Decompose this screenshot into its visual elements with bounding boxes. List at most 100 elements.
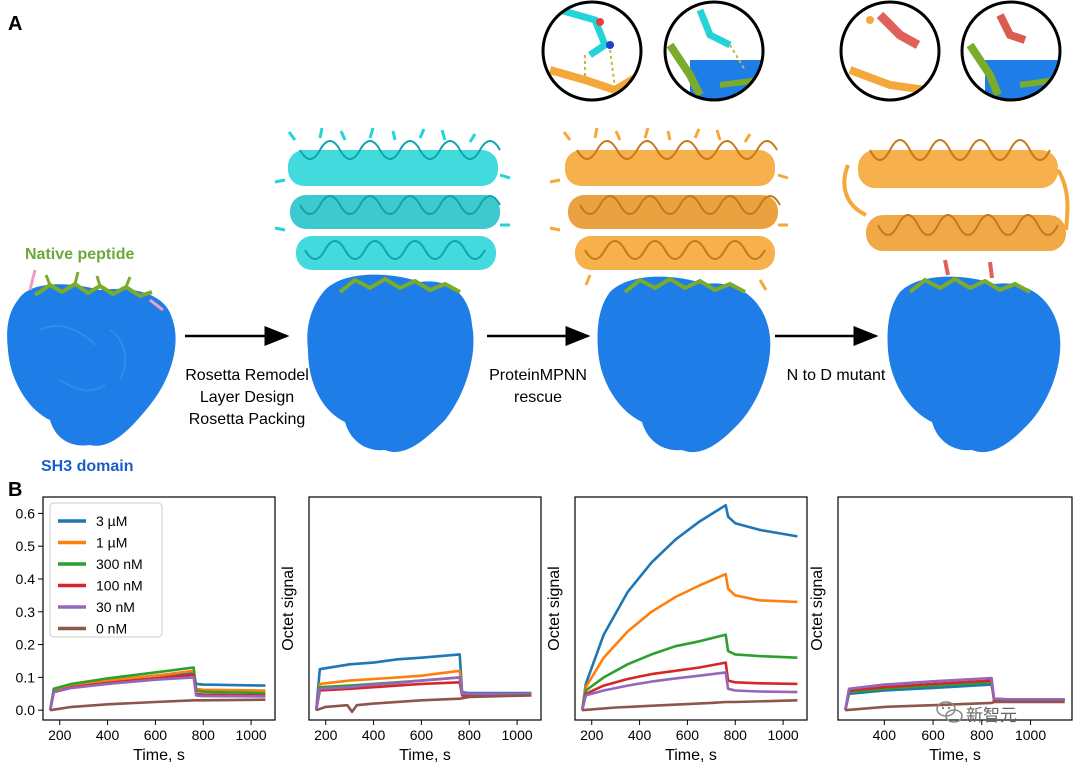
y-tick-label: 0.2 — [16, 637, 36, 653]
legend-entry: 30 nM — [96, 599, 135, 615]
legend: 3 µM 1 µM 300 nM 100 nM 30 nM 0 nM — [49, 502, 163, 638]
y-axis-label: Octet signal — [809, 566, 826, 650]
x-axis-label: Time, s — [399, 747, 451, 764]
y-tick-label: 0.6 — [16, 505, 36, 521]
legend-entry: 300 nM — [96, 556, 143, 572]
native-peptide-icon — [33, 282, 153, 298]
legend-entry: 0 nM — [96, 621, 127, 637]
plot-frame — [308, 496, 542, 721]
x-tick-label: 600 — [676, 727, 700, 743]
series-line-0-nM — [582, 699, 798, 712]
x-tick-label: 400 — [362, 727, 386, 743]
legend-entry: 1 µM — [96, 535, 127, 551]
series-line-30-nM — [48, 676, 266, 711]
step3-label: N to D mutant — [787, 367, 886, 384]
step1-line-2: Layer Design — [200, 389, 294, 406]
x-tick-label: 600 — [144, 727, 168, 743]
octet-chart-4: 400 600 800 1000 Time, s Octet signal — [809, 496, 1073, 764]
x-tick-label: 400 — [96, 727, 120, 743]
x-axis-label: Time, s — [929, 747, 981, 764]
x-tick-label: 600 — [921, 727, 945, 743]
series-line-1-uM — [48, 669, 266, 711]
sh3-domain-label: SH3 domain — [41, 458, 133, 475]
octet-chart-2: 200 400 600 800 1000 Time, s Octet signal — [280, 496, 542, 764]
step1-line-3: Rosetta Packing — [189, 411, 306, 428]
x-tick-label: 800 — [970, 727, 994, 743]
plot-frame — [574, 496, 808, 721]
x-tick-label: 400 — [628, 727, 652, 743]
panel-a-letter: A — [8, 13, 22, 35]
orange-design — [549, 127, 789, 453]
zoom-circle-icon — [541, 0, 643, 102]
y-axis-label: Octet signal — [546, 566, 563, 650]
sh3-surface-icon — [887, 276, 1061, 453]
y-tick-label: 0.4 — [16, 571, 36, 587]
y-tick-label: 0.1 — [16, 669, 36, 685]
x-tick-label: 200 — [580, 727, 604, 743]
y-tick-label: 0.0 — [16, 702, 36, 718]
mutant-design — [842, 139, 1070, 453]
step1-line-1: Rosetta Remodel — [185, 367, 309, 384]
orange-helix-bundle-icon — [549, 127, 789, 291]
panel-b-letter: B — [8, 479, 22, 501]
zoom-circle-1 — [541, 0, 643, 102]
sh3-native — [7, 269, 176, 446]
plot-frame — [42, 496, 276, 721]
watermark: 新智元 — [936, 701, 1017, 726]
series-line-300-nM — [580, 633, 798, 711]
x-axis-label: Time, s — [665, 747, 717, 764]
zoom-circle-2 — [663, 0, 765, 102]
x-axis-label: Time, s — [133, 747, 185, 764]
y-tick-label: 0.5 — [16, 538, 36, 554]
x-tick-label: 200 — [48, 727, 72, 743]
zoom-circle-4 — [960, 0, 1062, 102]
legend-entry: 3 µM — [96, 513, 127, 529]
series-line-1-uM — [580, 572, 798, 711]
series-line-300-nM — [48, 666, 266, 711]
x-tick-label: 200 — [314, 727, 338, 743]
series-line-30-nM — [314, 676, 532, 711]
series-line-0-nM — [50, 698, 266, 712]
zoom-circle-icon — [839, 0, 941, 102]
legend-entry: 100 nM — [96, 578, 143, 594]
step2-line-2: rescue — [514, 389, 562, 406]
wechat-icon — [936, 701, 963, 723]
x-tick-label: 1000 — [1015, 727, 1046, 743]
octet-chart-1: 200 400 600 800 1000 0.0 0.1 0.2 0.3 0.4 0.5 0.6 Tim… — [16, 496, 276, 764]
cyan-design — [274, 127, 511, 452]
cyan-helix-bundle-icon — [274, 127, 511, 270]
x-tick-label: 400 — [873, 727, 897, 743]
y-axis-label: Octet signal — [280, 566, 297, 650]
y-tick-label: 0.3 — [16, 604, 36, 620]
zoom-circle-3 — [839, 0, 941, 102]
zoom-circle-icon — [960, 0, 1062, 102]
sh3-surface-icon — [307, 274, 474, 452]
x-tick-label: 800 — [724, 727, 748, 743]
x-tick-label: 1000 — [236, 727, 267, 743]
x-tick-label: 1000 — [502, 727, 533, 743]
plot-frame — [837, 496, 1073, 721]
series-line-0-nM — [845, 700, 1065, 712]
legend-box — [49, 502, 163, 638]
x-tick-label: 800 — [458, 727, 482, 743]
series-line-3-uM — [580, 503, 798, 711]
x-tick-label: 800 — [192, 727, 216, 743]
orange-helix-bundle-icon — [842, 139, 1070, 251]
series-line-30-nM — [844, 676, 1065, 711]
series-line-1-uM — [314, 669, 532, 711]
series-line-100-nM — [314, 680, 532, 711]
zoom-circle-icon — [663, 0, 765, 102]
x-tick-label: 600 — [410, 727, 434, 743]
series-line-100-nM — [580, 661, 798, 711]
step2-line-1: ProteinMPNN — [489, 367, 587, 384]
series-line-30-nM — [580, 671, 798, 711]
octet-charts: 200 400 600 800 1000 0.0 0.1 0.2 0.3 0.4 0.5 0.6 Tim… — [16, 496, 1073, 764]
sh3-surface-icon — [597, 276, 771, 453]
octet-chart-3: 200 400 600 800 1000 Time, s Octet signal — [546, 496, 808, 764]
x-tick-label: 1000 — [768, 727, 799, 743]
series-line-3-uM — [314, 653, 532, 711]
watermark-text: 新智元 — [966, 706, 1017, 726]
series-line-0-nM — [315, 694, 532, 714]
sh3-surface-icon — [7, 284, 176, 446]
